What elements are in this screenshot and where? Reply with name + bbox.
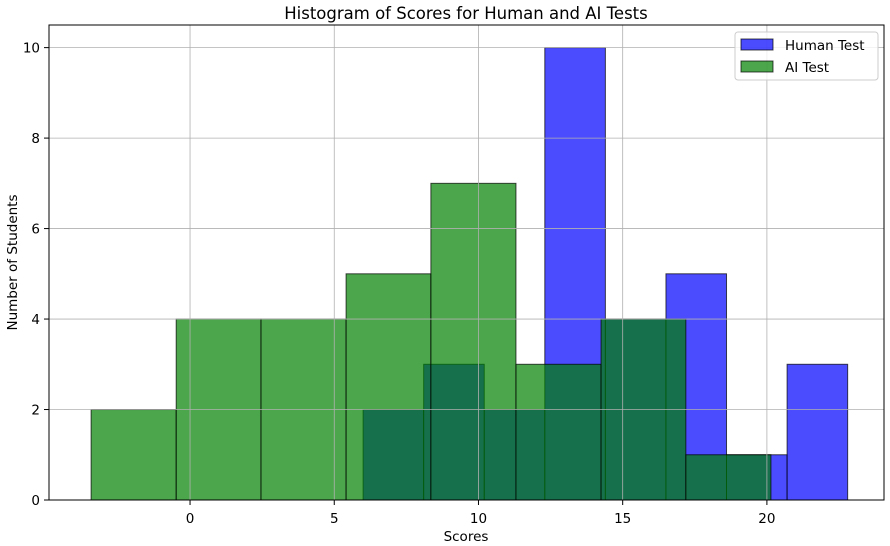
ai-test-bar xyxy=(515,363,602,501)
x-tick-label: 5 xyxy=(330,511,339,527)
legend-swatch-human-test xyxy=(740,38,774,51)
y-tick-label: 8 xyxy=(31,131,40,147)
ai-test-bar xyxy=(430,182,517,501)
x-tick-label: 0 xyxy=(186,511,195,527)
y-tick-label: 4 xyxy=(31,312,40,328)
legend-label-human-test: Human Test xyxy=(785,38,865,54)
x-tick-label: 20 xyxy=(758,511,775,527)
ticks-layer: 0 5 10 15 20 0 2 4 6 8 10 xyxy=(23,41,776,527)
y-tick-label: 10 xyxy=(23,41,40,57)
ai-test-bar xyxy=(685,454,772,501)
ai-test-bar xyxy=(345,273,432,501)
y-tick-label: 6 xyxy=(31,222,40,238)
human-test-bar xyxy=(786,363,849,501)
legend-swatch-ai-test xyxy=(740,60,774,73)
y-tick-label: 0 xyxy=(31,493,40,509)
x-tick-label: 10 xyxy=(470,511,487,527)
x-axis-label: Scores xyxy=(444,529,489,545)
legend-label-ai-test: AI Test xyxy=(785,60,829,76)
axes-frame xyxy=(48,24,885,501)
ai-test-bar xyxy=(90,409,177,501)
y-axis-label: Number of Students xyxy=(5,194,21,330)
y-tick-label: 2 xyxy=(31,403,40,419)
x-tick-label: 15 xyxy=(614,511,631,527)
chart-title: Histogram of Scores for Human and AI Tes… xyxy=(284,4,648,23)
legend: Human Test AI Test xyxy=(734,31,879,81)
